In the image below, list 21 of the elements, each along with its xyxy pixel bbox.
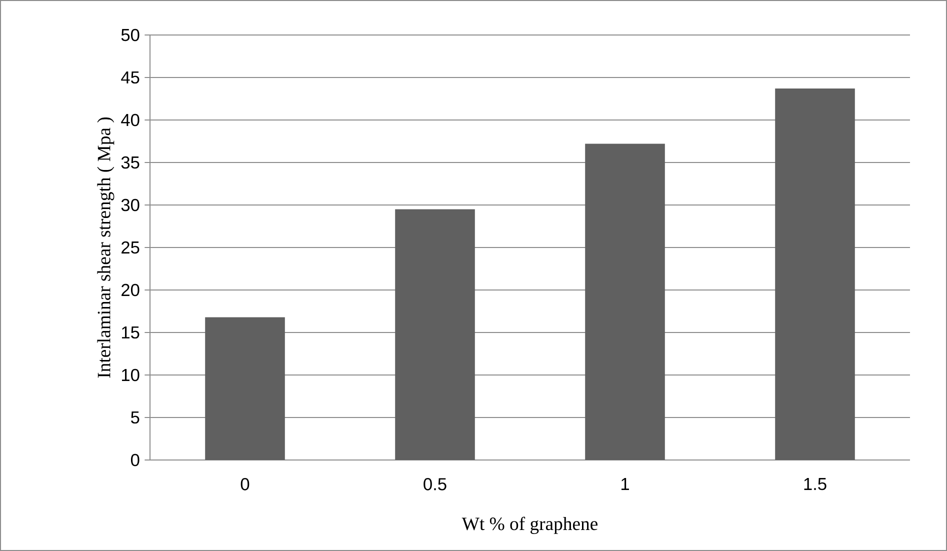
x-tick-label: 0.5 (424, 478, 446, 490)
y-tick-label: 15 (122, 326, 140, 339)
x-tick-label: 1 (621, 478, 629, 490)
y-tick-label: 40 (121, 114, 140, 126)
bar (395, 209, 475, 460)
y-tick-label: 0 (130, 454, 140, 466)
bar (205, 317, 285, 460)
x-tick-label: 0 (240, 478, 250, 490)
y-tick-label: 5 (131, 411, 140, 424)
y-tick-label: 35 (121, 156, 140, 169)
y-axis-title: Interlaminar shear strength ( Mpa ) (97, 117, 114, 378)
bar (775, 88, 855, 460)
y-tick-label: 30 (121, 198, 140, 212)
y-tick-label: 20 (122, 284, 140, 296)
y-tick-label: 10 (122, 368, 140, 382)
x-tick-label: 1.5 (804, 478, 826, 490)
y-tick-label: 45 (121, 71, 140, 84)
bar (585, 144, 665, 460)
y-tick-label: 50 (121, 28, 140, 42)
x-axis-title: Wt % of graphene (462, 516, 598, 534)
y-tick-label: 25 (122, 241, 140, 254)
